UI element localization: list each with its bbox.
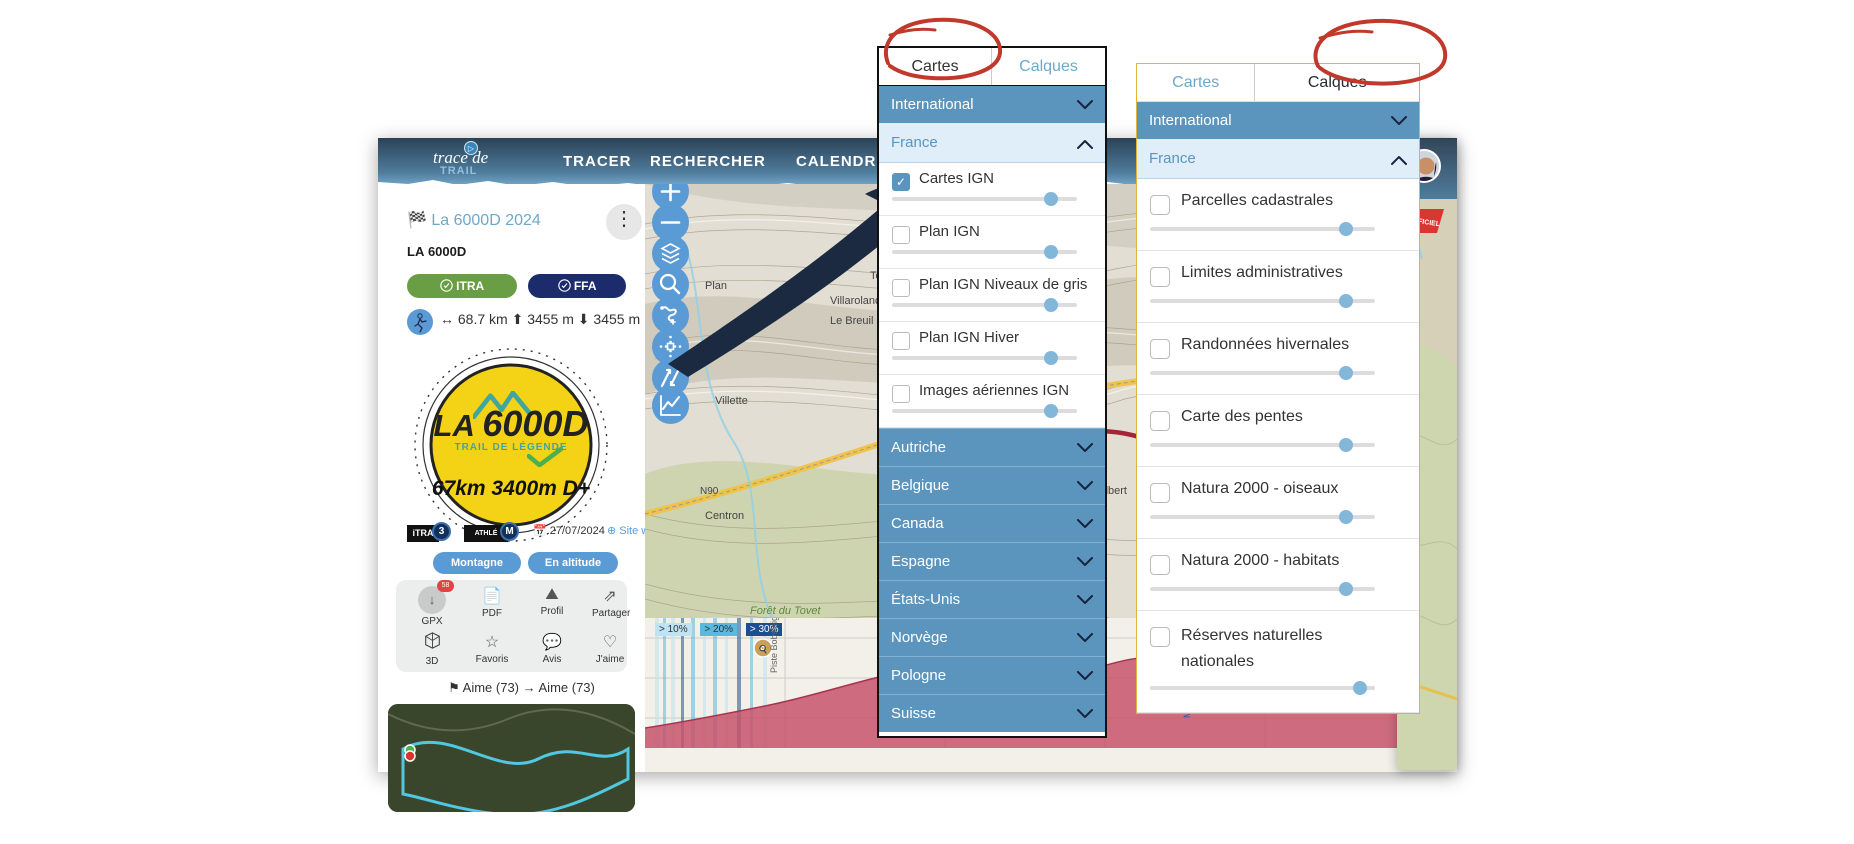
svg-text:🍳: 🍳 xyxy=(758,644,768,654)
svg-text:Forêt du Tovet: Forêt du Tovet xyxy=(750,605,821,617)
svg-text:Villette: Villette xyxy=(715,395,748,407)
svg-text:N90: N90 xyxy=(700,486,719,497)
svg-text:Centron: Centron xyxy=(705,510,744,522)
